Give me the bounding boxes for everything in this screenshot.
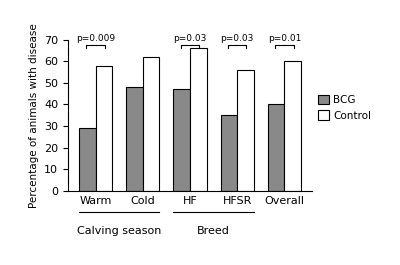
Bar	[237, 70, 254, 191]
Text: Calving season: Calving season	[77, 226, 161, 236]
Text: p=0.03: p=0.03	[220, 34, 254, 43]
Y-axis label: Percentage of animals with disease: Percentage of animals with disease	[28, 23, 38, 208]
Bar	[190, 48, 206, 191]
Text: p=0.03: p=0.03	[173, 34, 207, 43]
Bar	[143, 57, 159, 191]
Legend: BCG, Control: BCG, Control	[314, 91, 375, 125]
Text: p=0.01: p=0.01	[268, 34, 301, 43]
Bar	[268, 104, 284, 191]
Bar	[126, 87, 143, 191]
Bar	[174, 89, 190, 191]
Text: Breed: Breed	[197, 226, 230, 236]
Bar	[79, 128, 96, 191]
Bar	[96, 66, 112, 191]
Text: p=0.009: p=0.009	[76, 34, 115, 43]
Bar	[221, 115, 237, 191]
Bar	[284, 61, 301, 191]
